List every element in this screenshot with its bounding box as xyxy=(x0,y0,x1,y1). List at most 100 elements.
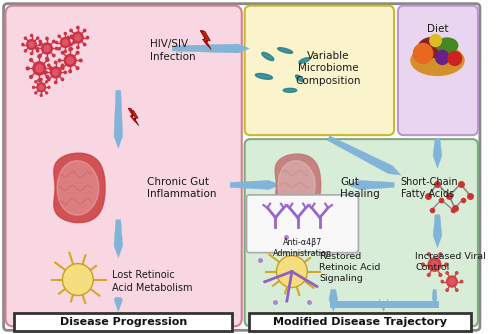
Circle shape xyxy=(76,26,79,29)
Polygon shape xyxy=(200,31,208,46)
Polygon shape xyxy=(262,52,274,60)
Circle shape xyxy=(46,75,49,78)
Circle shape xyxy=(24,37,26,39)
Circle shape xyxy=(414,43,432,63)
Circle shape xyxy=(67,36,70,39)
Polygon shape xyxy=(314,215,323,248)
Polygon shape xyxy=(131,111,139,126)
Ellipse shape xyxy=(436,38,458,53)
Polygon shape xyxy=(433,138,442,168)
Ellipse shape xyxy=(418,37,447,57)
Circle shape xyxy=(62,64,64,66)
Text: Gut
Healing: Gut Healing xyxy=(340,177,380,199)
Circle shape xyxy=(276,256,308,288)
FancyBboxPatch shape xyxy=(246,195,358,253)
Circle shape xyxy=(73,41,75,44)
Text: Short-Chain
Fatty Acids: Short-Chain Fatty Acids xyxy=(401,177,458,199)
Text: HIV/SIV
Infection: HIV/SIV Infection xyxy=(150,39,196,62)
Circle shape xyxy=(446,272,448,274)
Circle shape xyxy=(39,40,42,43)
Circle shape xyxy=(54,61,57,64)
Circle shape xyxy=(52,40,55,43)
Text: Anti-α4β7
Administration: Anti-α4β7 Administration xyxy=(273,238,332,258)
Text: Increased Viral
Control: Increased Viral Control xyxy=(416,252,486,272)
Polygon shape xyxy=(379,300,388,311)
Circle shape xyxy=(45,71,47,73)
Circle shape xyxy=(24,50,26,52)
Circle shape xyxy=(56,41,58,44)
Circle shape xyxy=(75,34,80,40)
Polygon shape xyxy=(433,215,442,248)
Circle shape xyxy=(22,43,24,45)
Polygon shape xyxy=(172,44,250,53)
Circle shape xyxy=(76,51,79,54)
Circle shape xyxy=(30,75,32,78)
Circle shape xyxy=(449,279,455,285)
Circle shape xyxy=(39,54,42,57)
Circle shape xyxy=(76,67,79,69)
Polygon shape xyxy=(128,108,136,122)
Circle shape xyxy=(430,34,442,46)
Circle shape xyxy=(36,47,38,50)
Circle shape xyxy=(69,70,71,73)
Circle shape xyxy=(80,59,82,62)
FancyBboxPatch shape xyxy=(250,313,471,331)
Circle shape xyxy=(46,81,48,82)
Circle shape xyxy=(39,85,44,90)
Circle shape xyxy=(56,47,58,50)
Circle shape xyxy=(54,81,57,84)
Circle shape xyxy=(428,274,430,276)
Circle shape xyxy=(439,274,442,276)
Polygon shape xyxy=(432,290,437,304)
Circle shape xyxy=(50,67,61,78)
Circle shape xyxy=(33,62,46,75)
Circle shape xyxy=(456,289,458,291)
Circle shape xyxy=(46,37,48,40)
Circle shape xyxy=(448,51,462,65)
Circle shape xyxy=(50,67,52,70)
Circle shape xyxy=(62,67,64,69)
Circle shape xyxy=(62,78,64,80)
Text: Chronic Gut
Inflammation: Chronic Gut Inflammation xyxy=(148,177,217,199)
Circle shape xyxy=(36,65,43,72)
Polygon shape xyxy=(329,290,338,311)
Circle shape xyxy=(35,81,36,82)
Circle shape xyxy=(29,42,34,47)
Polygon shape xyxy=(278,48,292,53)
Polygon shape xyxy=(57,161,99,215)
Circle shape xyxy=(84,29,86,32)
Circle shape xyxy=(67,57,73,64)
Circle shape xyxy=(64,50,66,52)
Circle shape xyxy=(42,43,52,54)
Circle shape xyxy=(38,55,40,58)
Circle shape xyxy=(26,67,29,70)
Circle shape xyxy=(456,272,458,274)
Circle shape xyxy=(446,289,448,291)
Circle shape xyxy=(446,276,458,287)
Circle shape xyxy=(62,264,94,296)
Polygon shape xyxy=(278,161,315,209)
Circle shape xyxy=(30,58,32,61)
Polygon shape xyxy=(114,220,122,258)
Circle shape xyxy=(35,92,36,94)
Circle shape xyxy=(60,38,70,47)
FancyBboxPatch shape xyxy=(244,6,394,135)
Circle shape xyxy=(428,253,430,256)
Circle shape xyxy=(58,35,60,37)
Circle shape xyxy=(84,43,86,46)
Circle shape xyxy=(40,78,42,80)
Circle shape xyxy=(58,48,60,50)
Circle shape xyxy=(436,50,449,64)
FancyBboxPatch shape xyxy=(14,313,232,331)
Text: Modified Disease Trajectory: Modified Disease Trajectory xyxy=(274,317,448,327)
Circle shape xyxy=(58,59,61,62)
Circle shape xyxy=(70,35,72,37)
Circle shape xyxy=(30,52,32,54)
Circle shape xyxy=(40,94,42,96)
Circle shape xyxy=(27,40,36,49)
Circle shape xyxy=(44,45,50,51)
Circle shape xyxy=(431,261,438,268)
Circle shape xyxy=(46,58,49,61)
Circle shape xyxy=(72,32,83,43)
Circle shape xyxy=(439,253,442,256)
